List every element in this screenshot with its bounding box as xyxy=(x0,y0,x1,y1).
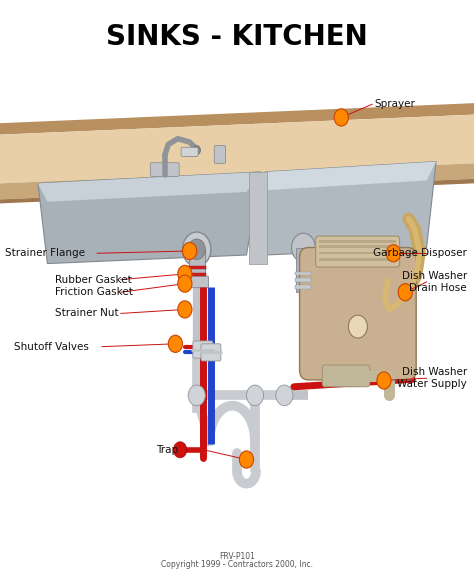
Circle shape xyxy=(398,284,412,301)
Polygon shape xyxy=(0,103,474,135)
FancyBboxPatch shape xyxy=(296,248,310,292)
FancyBboxPatch shape xyxy=(181,147,198,156)
Text: Sprayer: Sprayer xyxy=(374,99,415,109)
Circle shape xyxy=(188,239,205,260)
Circle shape xyxy=(178,301,192,318)
Polygon shape xyxy=(0,163,474,199)
Text: Shutoff Valves: Shutoff Valves xyxy=(14,342,89,352)
Circle shape xyxy=(292,233,315,262)
FancyBboxPatch shape xyxy=(193,341,213,358)
FancyBboxPatch shape xyxy=(319,240,396,243)
Circle shape xyxy=(193,146,201,155)
Circle shape xyxy=(334,109,348,126)
Circle shape xyxy=(276,385,293,406)
FancyBboxPatch shape xyxy=(295,285,311,289)
FancyBboxPatch shape xyxy=(322,365,370,387)
Circle shape xyxy=(188,385,205,406)
FancyBboxPatch shape xyxy=(185,276,209,288)
Circle shape xyxy=(178,265,192,282)
Polygon shape xyxy=(38,172,261,202)
Text: Dish Washer
Water Supply: Dish Washer Water Supply xyxy=(397,367,467,389)
Text: SINKS - KITCHEN: SINKS - KITCHEN xyxy=(106,23,368,51)
Circle shape xyxy=(173,442,187,458)
FancyBboxPatch shape xyxy=(319,258,396,261)
Text: FRV-P101: FRV-P101 xyxy=(219,552,255,562)
Circle shape xyxy=(348,315,367,338)
Circle shape xyxy=(239,451,254,468)
FancyBboxPatch shape xyxy=(319,245,396,248)
FancyBboxPatch shape xyxy=(187,266,206,269)
Text: Trap: Trap xyxy=(156,445,179,455)
FancyBboxPatch shape xyxy=(316,236,400,267)
Circle shape xyxy=(386,245,401,262)
Circle shape xyxy=(246,385,264,406)
Text: Garbage Disposer: Garbage Disposer xyxy=(373,248,467,258)
Text: Rubber Gasket: Rubber Gasket xyxy=(55,274,131,285)
FancyBboxPatch shape xyxy=(189,249,205,286)
Circle shape xyxy=(182,232,211,266)
FancyBboxPatch shape xyxy=(214,146,226,163)
Polygon shape xyxy=(265,162,436,190)
Text: Friction Gasket: Friction Gasket xyxy=(55,287,132,297)
FancyBboxPatch shape xyxy=(295,272,311,275)
Polygon shape xyxy=(0,115,474,183)
Circle shape xyxy=(178,275,192,292)
Text: Copyright 1999 - Contractors 2000, Inc.: Copyright 1999 - Contractors 2000, Inc. xyxy=(161,560,313,570)
FancyBboxPatch shape xyxy=(150,163,179,176)
Polygon shape xyxy=(38,172,261,264)
FancyBboxPatch shape xyxy=(201,344,221,361)
Circle shape xyxy=(182,242,197,260)
FancyBboxPatch shape xyxy=(319,252,396,254)
FancyBboxPatch shape xyxy=(249,172,267,264)
Circle shape xyxy=(377,372,391,389)
FancyBboxPatch shape xyxy=(295,278,311,282)
Polygon shape xyxy=(265,162,436,255)
Text: Strainer Flange: Strainer Flange xyxy=(5,248,85,258)
Polygon shape xyxy=(0,179,474,203)
FancyBboxPatch shape xyxy=(300,248,416,380)
Circle shape xyxy=(168,335,182,352)
Text: Strainer Nut: Strainer Nut xyxy=(55,308,118,319)
Text: Dish Washer
Drain Hose: Dish Washer Drain Hose xyxy=(401,271,467,293)
FancyBboxPatch shape xyxy=(187,273,206,276)
